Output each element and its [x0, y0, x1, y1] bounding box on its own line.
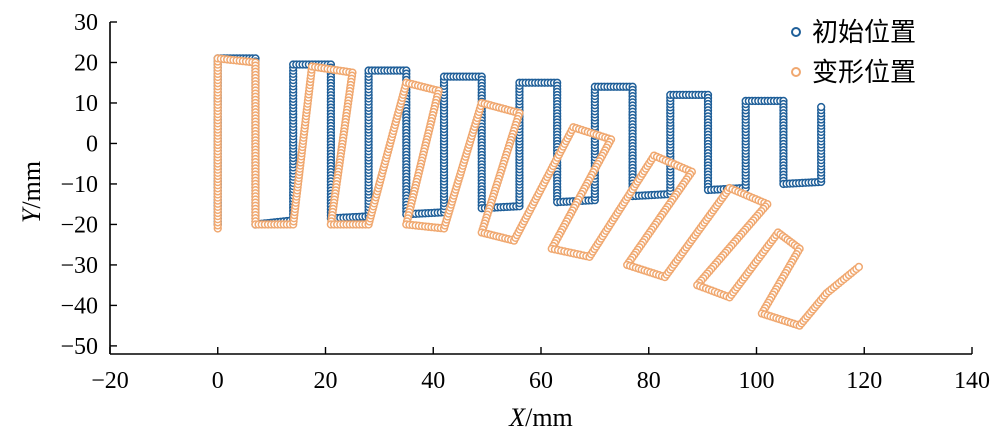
x-tick-label: 140 [954, 368, 990, 394]
x-tick-label: 20 [314, 368, 338, 394]
y-axis-title: Y/mm [17, 161, 46, 223]
legend-marker [791, 67, 801, 77]
legend-item: 初始位置 [791, 18, 916, 48]
x-tick-label: 0 [212, 368, 224, 394]
series-layer [213, 54, 864, 330]
y-tick-label: −50 [60, 334, 98, 360]
legend-label: 变形位置 [812, 58, 916, 88]
axes: −20 0 20 40 60 80 100 120 140 −50 −40 −30 −20 −10 0 10 2… [60, 10, 990, 394]
x-tick-label: 80 [637, 368, 661, 394]
data-point [854, 262, 864, 272]
legend-label: 初始位置 [812, 18, 916, 48]
x-tick-label: 120 [846, 368, 882, 394]
y-tick-label: −10 [60, 172, 98, 198]
y-tick-label: 20 [74, 50, 98, 76]
y-tick-label: −40 [60, 293, 98, 319]
x-tick-label: 100 [739, 368, 775, 394]
y-tick-label: −30 [60, 253, 98, 279]
x-axis-title: X/mm [508, 403, 573, 432]
x-tick-label: 60 [529, 368, 553, 394]
x-tick-label: −20 [91, 368, 129, 394]
data-point [817, 102, 826, 112]
series-2 [213, 54, 864, 330]
legend-item: 变形位置 [791, 58, 916, 88]
y-tick-label: −20 [60, 212, 98, 238]
legend-marker [791, 27, 801, 37]
y-tick-label: 10 [74, 91, 98, 117]
x-tick-label: 40 [421, 368, 445, 394]
y-tick-label: 0 [86, 131, 98, 157]
y-tick-label: 30 [74, 10, 98, 36]
